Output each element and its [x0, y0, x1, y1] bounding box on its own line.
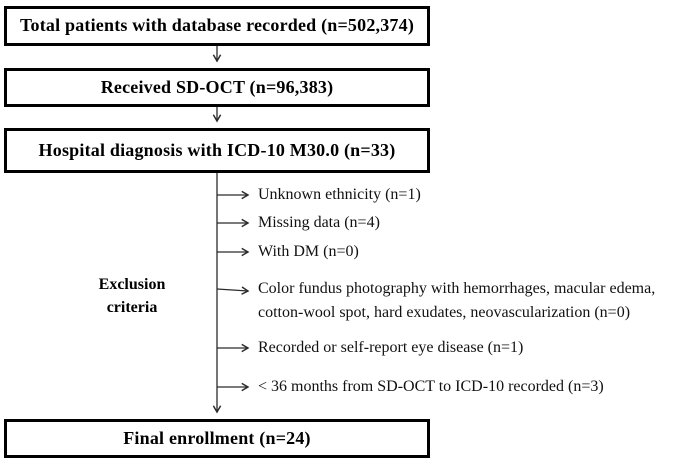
exclusion-item-eye-disease: Recorded or self-report eye disease (n=1… [258, 339, 524, 356]
box-total-patients-label: Total patients with database recorded (n… [19, 15, 415, 36]
exclusion-item-unknown-ethnicity: Unknown ethnicity (n=1) [258, 186, 421, 203]
exclusion-item-36-months: < 36 months from SD-OCT to ICD-10 record… [258, 378, 604, 395]
box-hospital-diagnosis-label: Hospital diagnosis with ICD-10 M30.0 (n=… [38, 139, 396, 160]
box-total-patients: Total patients with database recorded (n… [4, 6, 430, 46]
arrow-exclusion-4 [216, 286, 250, 295]
box-final-enrollment: Final enrollment (n=24) [4, 419, 430, 458]
exclusion-criteria-label: Exclusion criteria [98, 276, 166, 316]
box-received-sdoct-label: Received SD-OCT (n=96,383) [100, 76, 334, 97]
exclusion-item-with-dm: With DM (n=0) [258, 243, 359, 260]
exclusion-item-missing-data: Missing data (n=4) [258, 214, 380, 231]
box-hospital-diagnosis: Hospital diagnosis with ICD-10 M30.0 (n=… [4, 128, 430, 173]
box-received-sdoct: Received SD-OCT (n=96,383) [4, 68, 430, 107]
exclusion-item-color-fundus: Color fundus photography with hemorrhage… [258, 280, 656, 321]
box-final-enrollment-label: Final enrollment (n=24) [123, 427, 311, 448]
